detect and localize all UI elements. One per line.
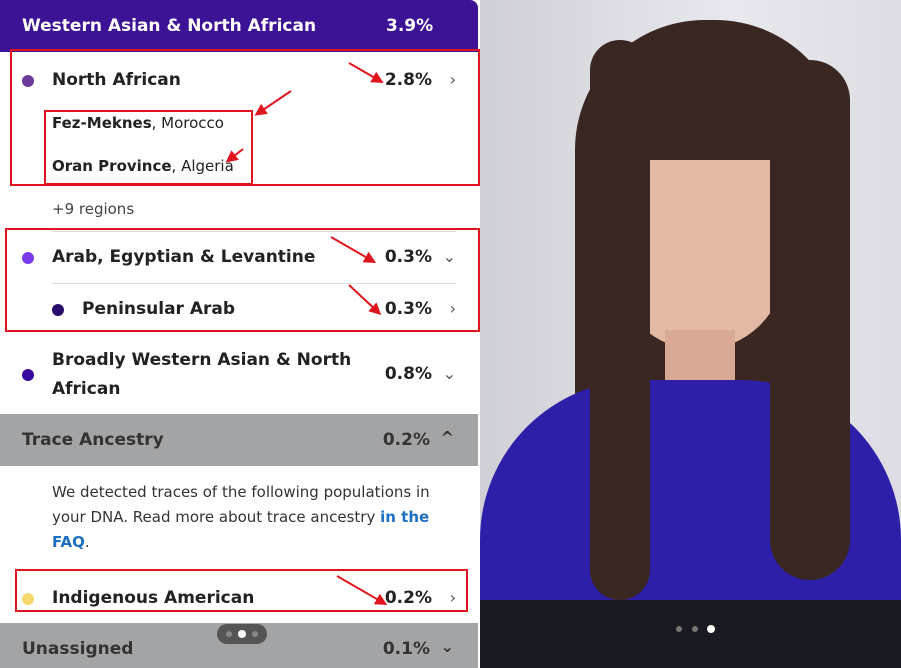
- trace-ancestry-header[interactable]: Trace Ancestry 0.2% ^: [0, 414, 478, 466]
- chevron-down-icon[interactable]: ⌄: [442, 364, 456, 383]
- desc-line: We detected traces of the following popu…: [52, 483, 430, 501]
- peninsular-arab-label: Peninsular Arab: [82, 299, 236, 319]
- page-dot-active[interactable]: [238, 630, 246, 638]
- chevron-right-icon[interactable]: ›: [449, 70, 456, 89]
- region-fez-meknes: Fez-Meknes, Morocco: [52, 114, 224, 132]
- broadly-label-1: Broadly Western Asian & North: [52, 350, 352, 370]
- region-oran: Oran Province, Algeria: [52, 157, 234, 175]
- annotation-box: [5, 228, 480, 332]
- page-dot[interactable]: [692, 626, 698, 632]
- peninsular-arab-percent: 0.3%: [384, 299, 432, 319]
- page-dot-active[interactable]: [707, 625, 715, 633]
- trace-description: We detected traces of the following popu…: [52, 480, 452, 555]
- indigenous-dot: [22, 593, 34, 605]
- divider: [52, 283, 456, 284]
- faq-link[interactable]: in the: [380, 508, 430, 526]
- annotation-box: [15, 569, 468, 612]
- trace-percent: 0.2%: [382, 430, 430, 450]
- profile-photo: [480, 0, 901, 668]
- period: .: [84, 533, 90, 551]
- chevron-down-icon[interactable]: ⌄: [440, 637, 454, 656]
- north-african-percent: 2.8%: [384, 70, 432, 90]
- broadly-percent: 0.8%: [384, 364, 432, 384]
- annotation-box: [44, 110, 253, 185]
- region-country: , Morocco: [151, 114, 224, 132]
- arab-percent: 0.3%: [384, 247, 432, 267]
- chevron-right-icon[interactable]: ›: [449, 299, 456, 318]
- faq-link[interactable]: FAQ: [52, 533, 85, 551]
- region-name: Oran Province: [52, 157, 172, 175]
- header-percent: 3.9%: [386, 16, 434, 36]
- page-dot[interactable]: [226, 631, 232, 637]
- peninsular-arab-dot: [52, 304, 64, 316]
- header-title: Western Asian & North African: [22, 16, 317, 36]
- page-dot[interactable]: [252, 631, 258, 637]
- arab-label: Arab, Egyptian & Levantine: [52, 247, 316, 267]
- broadly-label-2: African: [52, 379, 121, 399]
- broadly-dot: [22, 369, 34, 381]
- indigenous-label: Indigenous American: [52, 588, 255, 608]
- divider: [52, 231, 456, 232]
- unassigned-label: Unassigned: [22, 639, 134, 659]
- chevron-down-icon[interactable]: ⌄: [442, 247, 456, 266]
- category-header[interactable]: Western Asian & North African 3.9%: [0, 0, 478, 52]
- unassigned-percent: 0.1%: [382, 639, 430, 659]
- annotation-box: [10, 49, 480, 186]
- chevron-right-icon[interactable]: ›: [449, 588, 456, 607]
- region-name: Fez-Meknes: [52, 114, 152, 132]
- page-indicator[interactable]: [217, 624, 267, 644]
- chevron-up-icon[interactable]: ^: [440, 428, 454, 447]
- desc-line: your DNA. Read more about trace ancestry: [52, 508, 381, 526]
- north-african-dot: [22, 75, 34, 87]
- north-african-label: North African: [52, 70, 181, 90]
- trace-label: Trace Ancestry: [22, 430, 164, 450]
- ancestry-panel: Western Asian & North African 3.9% North…: [0, 0, 480, 668]
- indigenous-percent: 0.2%: [384, 588, 432, 608]
- page-dot[interactable]: [676, 626, 682, 632]
- arab-dot: [22, 252, 34, 264]
- region-country: , Algeria: [171, 157, 234, 175]
- hair-right: [770, 60, 850, 580]
- hair-left: [590, 40, 650, 600]
- more-regions-link[interactable]: +9 regions: [52, 200, 135, 218]
- photo-bottom: [480, 600, 901, 668]
